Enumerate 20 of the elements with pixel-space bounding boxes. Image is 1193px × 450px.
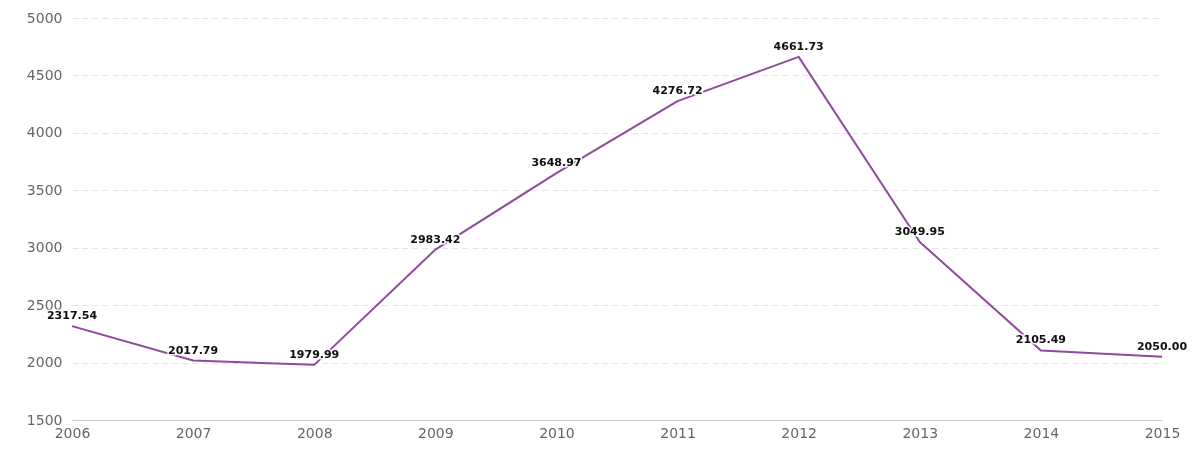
x-tick-label: 2009 <box>418 424 454 441</box>
y-tick-label: 2000 <box>26 354 63 371</box>
y-tick-label: 4000 <box>26 124 63 141</box>
text: 2050.00 <box>1136 339 1188 353</box>
text: 4276.72 <box>652 84 703 98</box>
x-tick-label: 2008 <box>296 424 333 441</box>
text: 2017.79 <box>168 343 219 357</box>
x-tick-label: 2011 <box>660 424 696 441</box>
x-tick-label: 2007 <box>175 424 212 441</box>
y-tick-label: 5000 <box>26 9 63 26</box>
x-tick-label: 2010 <box>539 424 575 441</box>
y-tick-label: 3000 <box>26 239 63 256</box>
x-tick-label: 2014 <box>1023 424 1060 441</box>
x-tick-label: 2013 <box>902 424 939 441</box>
text: 4661.73 <box>773 39 824 53</box>
x-tick-label: 2012 <box>781 424 817 441</box>
y-tick-label: 3500 <box>26 181 63 198</box>
text: 2317.54 <box>46 309 98 323</box>
y-tick-label: 4500 <box>26 66 63 83</box>
x-tick-label: 2015 <box>1144 424 1181 441</box>
